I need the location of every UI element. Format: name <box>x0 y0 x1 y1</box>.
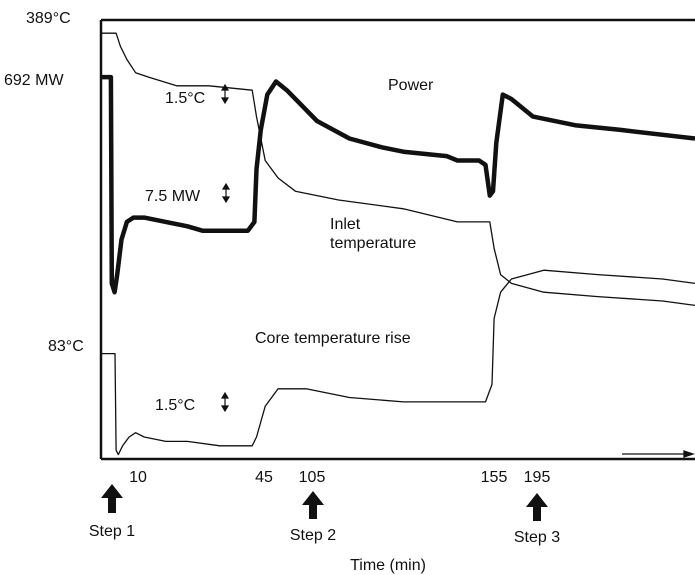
time-direction-arrow <box>622 450 695 458</box>
series-layer <box>101 32 695 456</box>
x-tick-155: 155 <box>481 469 508 486</box>
double-arrow-icon <box>221 182 231 204</box>
series-line-inlet-temperature <box>101 32 695 307</box>
series-line-core-temperature-rise <box>101 269 695 456</box>
x-tick-45: 45 <box>255 469 273 486</box>
y-marker-inlet-top: 389°C <box>26 10 71 27</box>
x-tick-10: 10 <box>129 469 147 486</box>
annotation-core-scale: 1.5°C <box>155 397 195 414</box>
annotation-inlet: Inlet <box>330 216 361 233</box>
up-arrow-icon <box>302 491 324 519</box>
step-1-label: Step 1 <box>89 523 135 540</box>
up-arrow-icon <box>526 493 548 521</box>
step-2-label: Step 2 <box>290 527 336 544</box>
x-tick-105: 105 <box>299 469 326 486</box>
annotation-temperature: temperature <box>330 235 416 252</box>
double-arrow-icon <box>220 83 230 105</box>
annotation-power: Power <box>388 77 434 94</box>
plot-frame <box>99 18 695 461</box>
x-axis-label: Time (min) <box>350 557 426 574</box>
annotation-core-temperature-rise: Core temperature rise <box>255 330 411 347</box>
scale-arrows <box>220 83 231 413</box>
series-line-power <box>101 74 695 295</box>
x-tick-195: 195 <box>524 469 551 486</box>
annotation-power-scale: 7.5 MW <box>145 188 201 205</box>
step-3-label: Step 3 <box>514 529 560 546</box>
step-arrows <box>101 484 548 521</box>
double-arrow-icon <box>220 391 230 413</box>
y-marker-core-rise: 83°C <box>48 338 84 355</box>
y-marker-power-level: 692 MW <box>4 72 64 89</box>
annotation-inlet-scale: 1.5°C <box>165 90 205 107</box>
up-arrow-icon <box>101 484 123 513</box>
